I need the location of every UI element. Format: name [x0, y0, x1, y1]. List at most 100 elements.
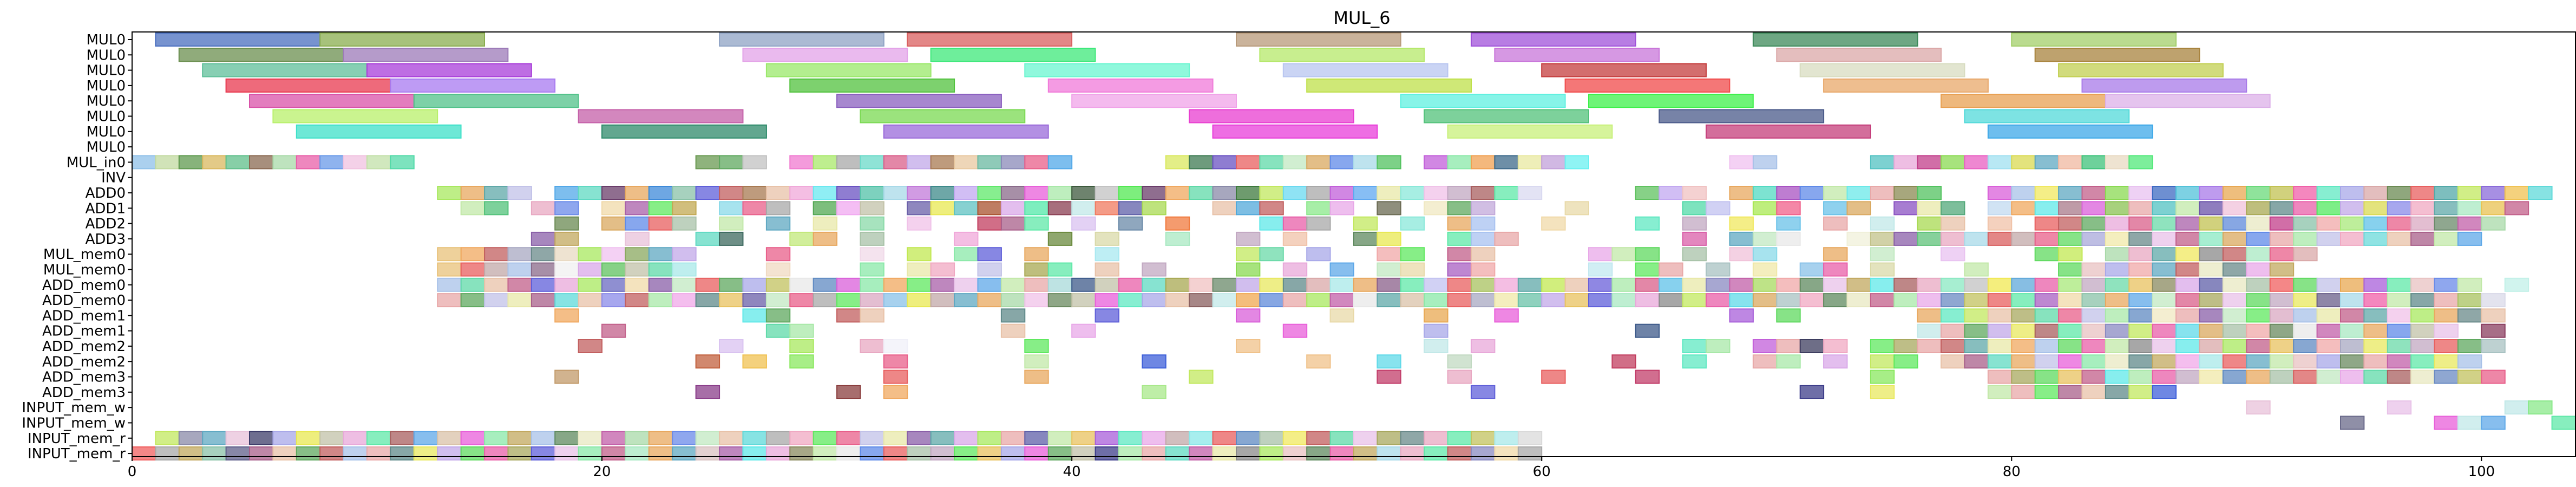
task-bar [2081, 354, 2106, 369]
task-bar [2363, 339, 2388, 353]
task-bar [1541, 216, 1566, 231]
task-bar [672, 247, 697, 262]
task-bar [2316, 293, 2342, 308]
task-bar [2481, 186, 2506, 200]
task-bar [1471, 339, 1496, 353]
task-bar [507, 262, 532, 277]
task-bar [2363, 186, 2388, 200]
task-bar [1682, 216, 1707, 231]
task-bar [1941, 155, 1965, 170]
task-bar [1541, 155, 1566, 170]
task-bar [1447, 247, 1472, 262]
task-bar [907, 186, 932, 200]
task-bar [202, 431, 227, 445]
task-bar [202, 446, 227, 461]
task-bar [1353, 277, 1378, 292]
task-bar [1870, 231, 1895, 246]
task-bar [507, 247, 532, 262]
task-bar [1564, 155, 1590, 170]
task-bar [860, 201, 884, 216]
task-bar [2175, 369, 2200, 384]
task-bar [1447, 277, 1472, 292]
task-bar [1282, 446, 1308, 461]
task-bar [2434, 308, 2459, 323]
task-bar [860, 293, 884, 308]
task-bar [202, 63, 368, 77]
task-bar [977, 277, 1002, 292]
task-bar [2340, 231, 2365, 246]
task-bar [155, 155, 180, 170]
task-bar [1071, 323, 1096, 338]
task-bar [1987, 354, 2013, 369]
task-bar [625, 231, 650, 246]
task-bar [343, 431, 368, 445]
task-bar [1964, 277, 1989, 292]
task-bar [2081, 369, 2106, 384]
task-bar [1987, 231, 2013, 246]
task-bar [2034, 369, 2060, 384]
task-bar [719, 201, 744, 216]
task-bar [437, 431, 462, 445]
task-bar [1259, 293, 1284, 308]
task-bar [1987, 323, 2013, 338]
task-bar [2316, 323, 2342, 338]
task-bar [1823, 339, 1848, 353]
task-bar [413, 431, 438, 445]
task-bar [1024, 262, 1049, 277]
task-bar [1588, 262, 1613, 277]
task-bar [1282, 277, 1308, 292]
task-bar [1236, 339, 1261, 353]
task-bar [2410, 277, 2435, 292]
task-bar [2081, 323, 2106, 338]
task-bar [2011, 308, 2036, 323]
task-bar [1964, 354, 1989, 369]
task-bar [2128, 339, 2153, 353]
task-bar [1259, 247, 1284, 262]
task-bar [1400, 247, 1425, 262]
task-bar [1706, 124, 1871, 139]
task-bar [1282, 155, 1308, 170]
task-bar [1752, 201, 1778, 216]
task-bar [1941, 339, 1965, 353]
task-bar [1752, 277, 1778, 292]
task-bar [1000, 308, 1026, 323]
task-bar [1282, 186, 1308, 200]
task-bar [1471, 216, 1496, 231]
task-bar [789, 339, 814, 353]
task-bar [1400, 277, 1425, 292]
task-bar [2340, 216, 2365, 231]
task-bar [2457, 293, 2482, 308]
task-bar [1094, 201, 1119, 216]
task-bar [1047, 446, 1073, 461]
task-bar [1987, 186, 2013, 200]
task-bar [554, 262, 579, 277]
task-bar [2034, 323, 2060, 338]
task-bar [812, 277, 838, 292]
task-bar [1000, 216, 1026, 231]
task-bar [2246, 277, 2271, 292]
task-bar [1329, 201, 1355, 216]
task-bar [1353, 231, 1378, 246]
task-bar [1094, 231, 1119, 246]
task-bar [977, 247, 1002, 262]
task-bar [1517, 277, 1543, 292]
task-bar [2105, 339, 2130, 353]
task-bar [1893, 354, 1918, 369]
task-bar [1094, 446, 1119, 461]
task-bar [977, 216, 1002, 231]
task-bar [1964, 293, 1989, 308]
task-bar [812, 431, 838, 445]
task-bar [2105, 354, 2130, 369]
task-bar [2293, 339, 2318, 353]
task-bar [1517, 431, 1543, 445]
task-bar [2034, 385, 2060, 399]
task-bar [2316, 354, 2342, 369]
task-bar [2504, 400, 2529, 415]
task-bar [1823, 262, 1848, 277]
task-bar [2034, 247, 2060, 262]
task-bar [1941, 354, 1965, 369]
task-bar [1447, 124, 1613, 139]
task-bar [1917, 339, 1942, 353]
task-bar [202, 155, 227, 170]
task-bar [2363, 323, 2388, 338]
